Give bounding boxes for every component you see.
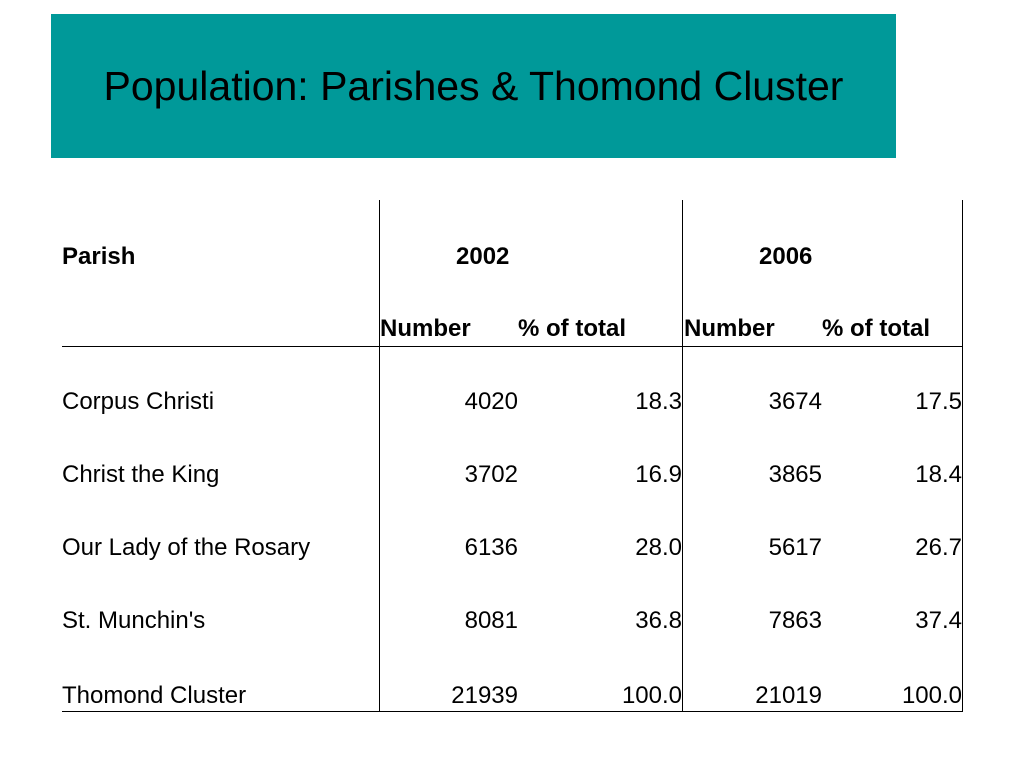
- cell-pct-2002: 18.3: [635, 388, 682, 415]
- cell-number-2006: 3865: [768, 461, 822, 488]
- column-divider: [962, 200, 963, 712]
- subheader-pct-2006: % of total: [822, 315, 930, 342]
- subheader-number-2002: Number: [380, 315, 471, 342]
- bottom-rule: [62, 711, 963, 712]
- header-parish: Parish: [62, 243, 136, 270]
- cell-number-2002: 6136: [464, 534, 518, 561]
- cell-number-2006: 21019: [755, 682, 822, 709]
- title-banner: Population: Parishes & Thomond Cluster: [51, 14, 896, 158]
- cell-pct-2006: 100.0: [901, 682, 962, 709]
- cell-pct-2002: 28.0: [635, 534, 682, 561]
- cell-number-2002: 21939: [451, 682, 518, 709]
- population-table: Parish 2002 2006 Number % of total Numbe…: [62, 200, 963, 712]
- cell-parish: Corpus Christi: [62, 388, 215, 415]
- cell-pct-2006: 26.7: [915, 534, 962, 561]
- slide-title: Population: Parishes & Thomond Cluster: [103, 62, 844, 109]
- cell-number-2002: 3702: [464, 461, 518, 488]
- cell-parish: St. Munchin's: [62, 607, 206, 634]
- cell-number-2002: 4020: [464, 388, 518, 415]
- cell-pct-2006: 37.4: [915, 607, 962, 634]
- column-divider: [682, 200, 683, 712]
- cell-pct-2006: 17.5: [915, 388, 962, 415]
- cell-pct-2006: 18.4: [915, 461, 962, 488]
- column-divider: [379, 200, 380, 712]
- header-rule: [62, 346, 963, 347]
- cell-number-2006: 7863: [768, 607, 822, 634]
- subheader-pct-2002: % of total: [518, 315, 626, 342]
- header-year-2002: 2002: [456, 243, 510, 270]
- cell-pct-2002: 16.9: [635, 461, 682, 488]
- cell-parish: Thomond Cluster: [62, 682, 247, 709]
- cell-number-2002: 8081: [464, 607, 518, 634]
- header-year-2006: 2006: [759, 243, 813, 270]
- subheader-number-2006: Number: [684, 315, 775, 342]
- cell-pct-2002: 100.0: [621, 682, 682, 709]
- cell-number-2006: 5617: [768, 534, 822, 561]
- cell-parish: Christ the King: [62, 461, 220, 488]
- cell-pct-2002: 36.8: [635, 607, 682, 634]
- cell-parish: Our Lady of the Rosary: [62, 534, 311, 561]
- cell-number-2006: 3674: [768, 388, 822, 415]
